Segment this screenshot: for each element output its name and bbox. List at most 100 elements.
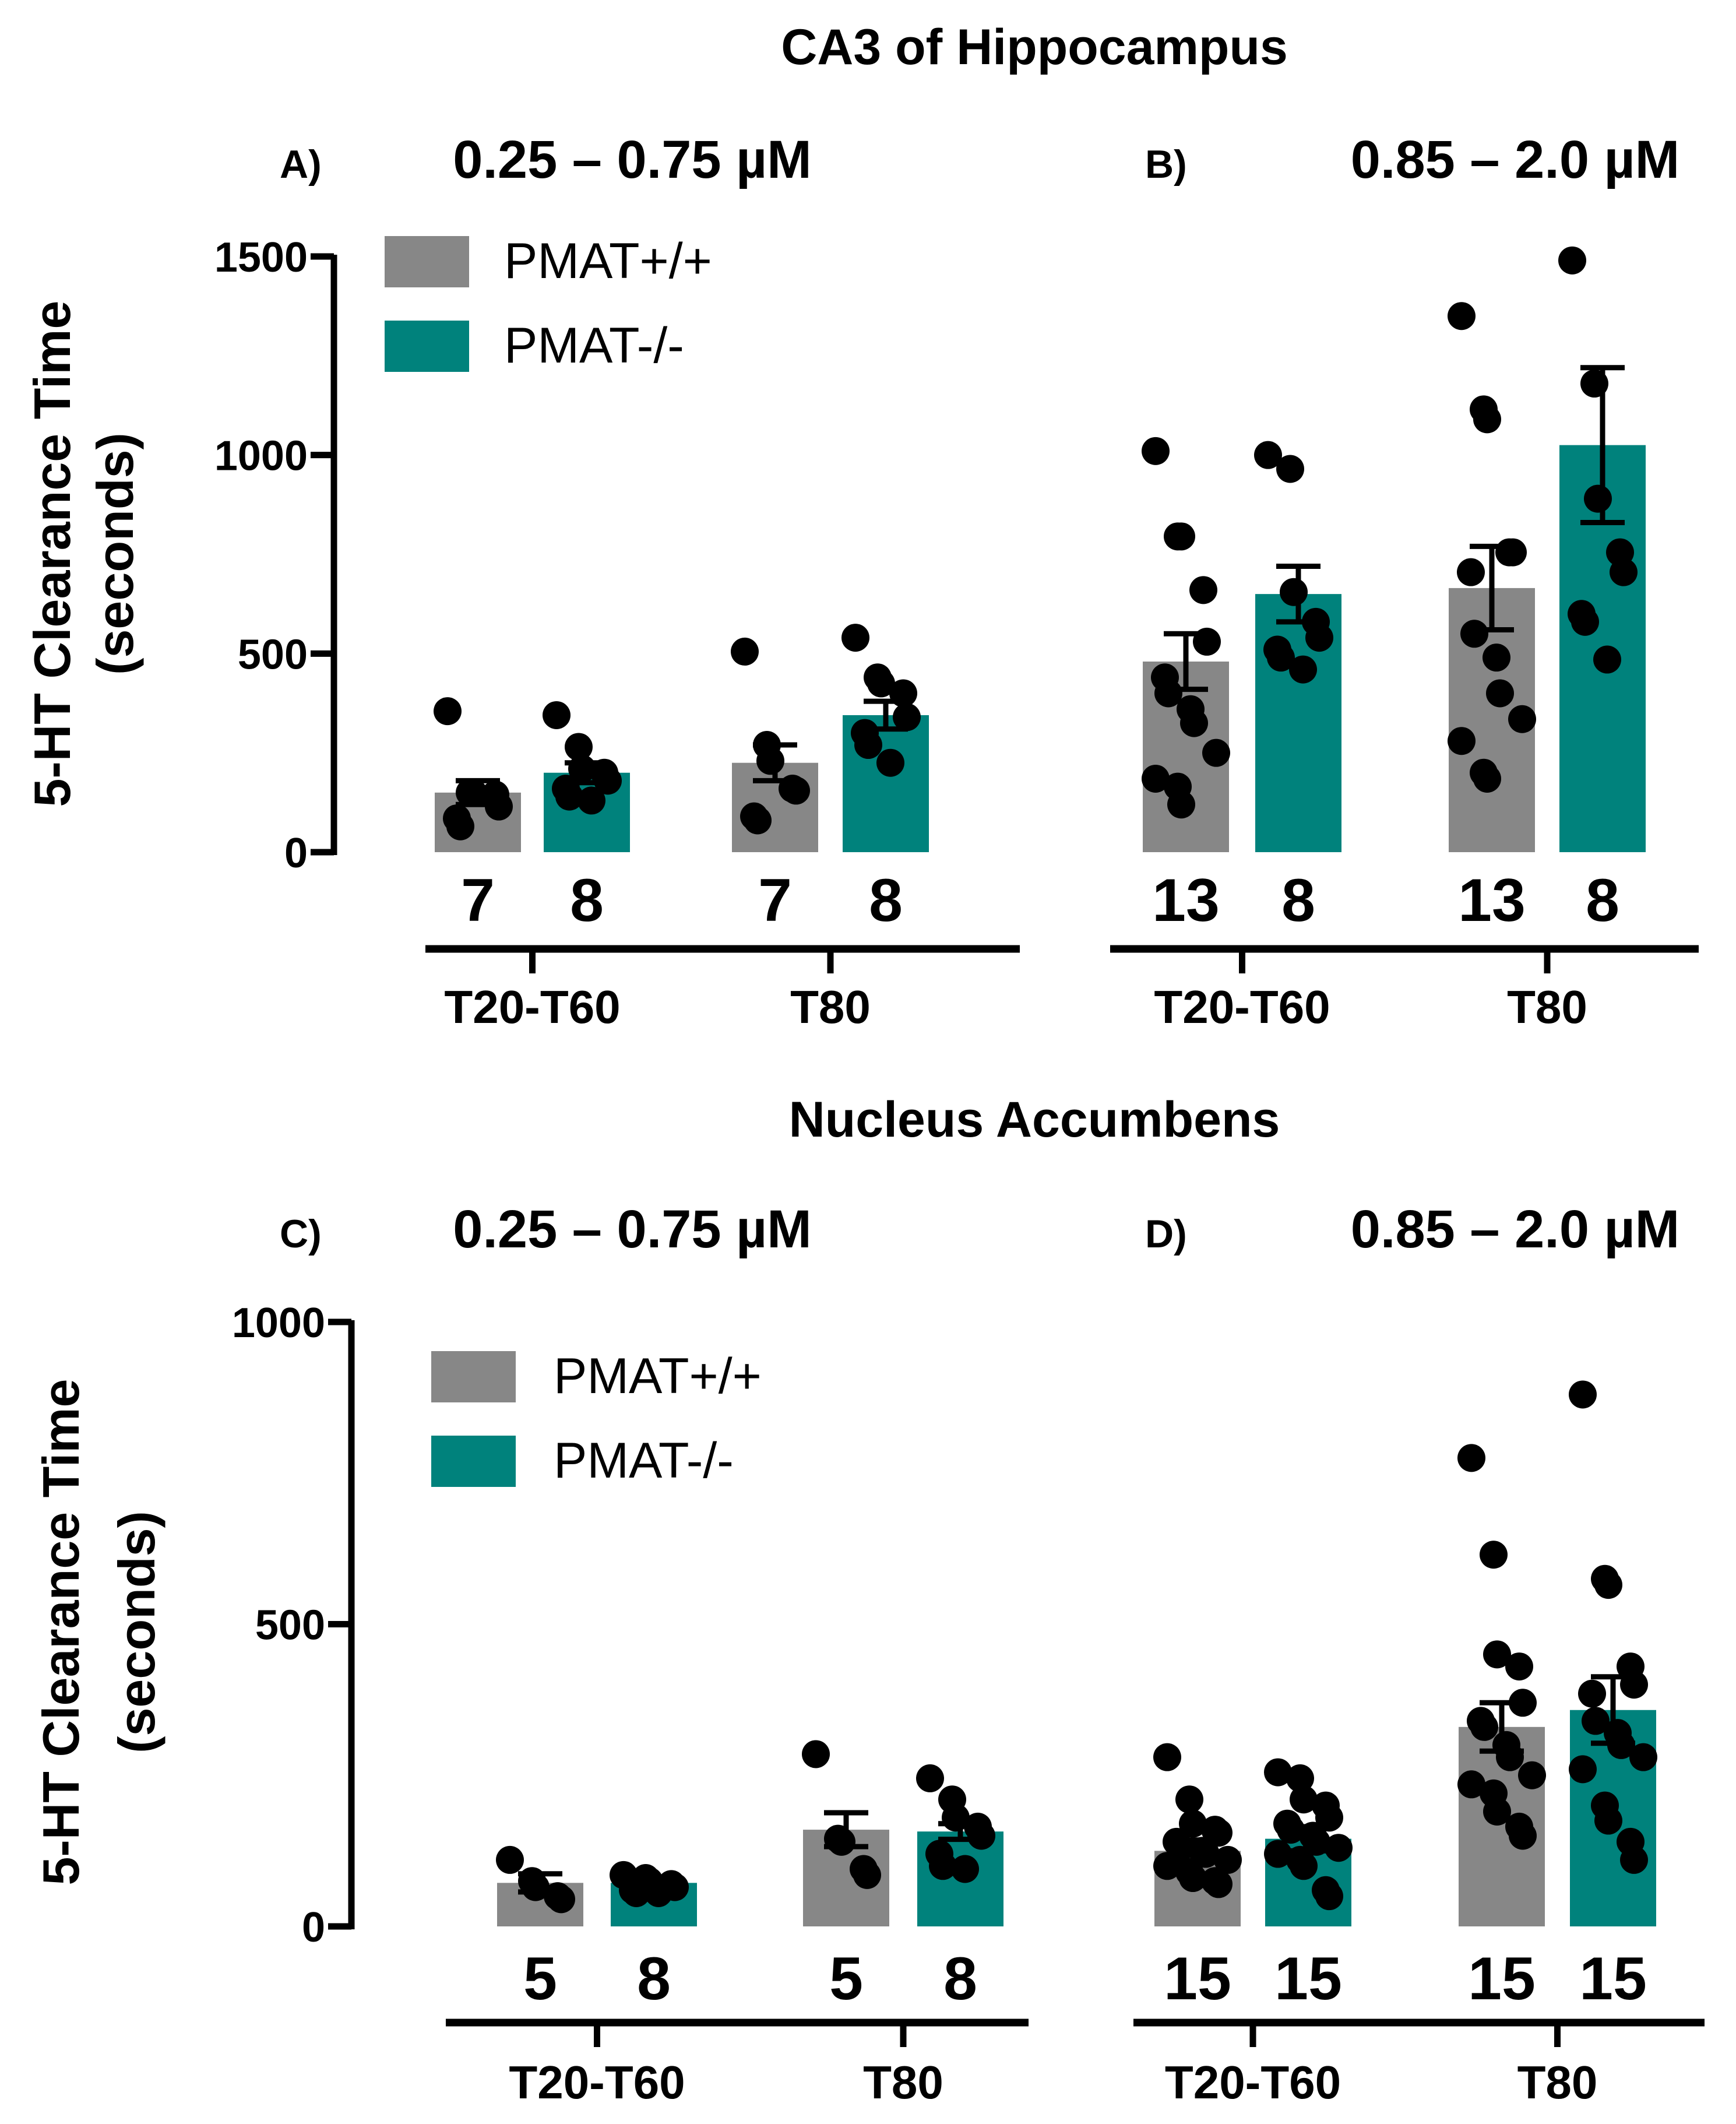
sample-size-label: 5	[829, 1945, 863, 2013]
legend-swatch-wt	[431, 1351, 516, 1402]
sample-size-label: 7	[461, 867, 495, 934]
data-point	[1483, 1640, 1511, 1669]
data-point	[565, 733, 593, 761]
panel-a: A) 0.25 – 0.75 µM 0 500 1000 1500 5-HT Clearan…	[23, 130, 1020, 1033]
data-point	[1558, 246, 1586, 275]
data-point	[1610, 558, 1638, 586]
data-point	[1325, 1834, 1353, 1862]
data-point	[1483, 643, 1510, 672]
group-label: T20-T60	[509, 2056, 685, 2108]
data-point	[1457, 1770, 1485, 1799]
group-label: T80	[790, 981, 871, 1033]
data-point	[1142, 437, 1170, 465]
data-point	[1518, 1761, 1546, 1789]
y-axis-label: 5-HT Clearance Time	[23, 301, 81, 807]
legend-label-wt: PMAT+/+	[554, 1348, 762, 1404]
panel-letter: C)	[280, 1212, 322, 1256]
data-point	[1289, 655, 1317, 684]
data-point	[756, 747, 784, 775]
group-label: T80	[1517, 2056, 1598, 2108]
data-point	[1154, 679, 1182, 708]
data-point	[1305, 624, 1333, 652]
legend-label-ko: PMAT-/-	[554, 1433, 734, 1489]
legend-swatch-ko	[385, 321, 469, 372]
group-label: T20-T60	[444, 981, 620, 1033]
sample-size-label: 5	[523, 1945, 557, 2013]
data-point	[744, 806, 772, 835]
data-point	[1175, 1785, 1203, 1814]
data-point	[1473, 764, 1501, 793]
data-point	[1202, 739, 1230, 767]
data-point	[1457, 558, 1485, 586]
y-tick-label: 0	[302, 1904, 325, 1951]
data-point	[1594, 1806, 1622, 1835]
data-point	[731, 637, 759, 666]
data-point	[555, 782, 583, 811]
data-point	[434, 697, 462, 726]
section-title-nac: Nucleus Accumbens	[789, 1092, 1280, 1148]
data-point	[1276, 455, 1304, 483]
sample-size-label: 15	[1274, 1945, 1342, 2013]
sample-size-label: 8	[570, 867, 604, 934]
data-point	[1486, 679, 1514, 708]
data-point	[1214, 1845, 1242, 1874]
sample-size-label: 8	[1281, 867, 1315, 934]
panel-c: C) 0.25 – 0.75 µM 0 500 1000 5-HT Clearance T…	[32, 1200, 1029, 2108]
data-point	[802, 1740, 830, 1768]
data-point	[1189, 576, 1217, 604]
data-point	[951, 1855, 979, 1883]
data-point	[876, 748, 904, 777]
panel-b: B) 0.85 – 2.0 µM T20-T60 13 8 T80 13 8	[1110, 130, 1699, 1033]
data-point	[1205, 1870, 1233, 1898]
legend-bottom: PMAT+/+ PMAT-/-	[431, 1348, 762, 1489]
legend-swatch-wt	[385, 236, 469, 287]
section-title-ca3: CA3 of Hippocampus	[781, 19, 1288, 75]
data-point	[827, 1827, 855, 1856]
y-tick-label: 1000	[214, 433, 308, 480]
data-point	[1167, 522, 1195, 551]
panel-letter: B)	[1145, 142, 1187, 187]
y-tick-label: 500	[255, 1602, 325, 1649]
sample-size-label: 7	[758, 867, 792, 934]
sample-size-label: 15	[1468, 1945, 1536, 2013]
data-point	[1179, 1864, 1207, 1893]
data-point	[782, 776, 810, 805]
data-point	[1593, 645, 1621, 674]
sample-size-label: 8	[869, 867, 903, 934]
group-label: T80	[1507, 981, 1587, 1033]
data-point	[867, 669, 895, 698]
data-point	[1290, 1785, 1318, 1814]
concentration-label: 0.25 – 0.75 µM	[453, 1200, 812, 1259]
sample-size-label: 8	[1586, 867, 1619, 934]
data-point	[1594, 1571, 1622, 1599]
data-point	[1277, 1816, 1305, 1844]
data-point	[1264, 1758, 1292, 1787]
data-point	[543, 701, 571, 729]
concentration-label: 0.85 – 2.0 µM	[1351, 130, 1679, 189]
data-point	[1180, 709, 1208, 737]
data-point	[1571, 607, 1599, 636]
data-point	[1499, 538, 1527, 567]
data-point	[1508, 705, 1536, 733]
data-point	[1505, 1652, 1533, 1681]
sample-size-label: 8	[637, 1945, 671, 2013]
group-label: T80	[863, 2056, 943, 2108]
legend-label-wt: PMAT+/+	[504, 233, 712, 289]
y-tick-label: 500	[238, 631, 308, 678]
data-point	[853, 1861, 881, 1889]
group-label: T20-T60	[1165, 2056, 1341, 2108]
data-point	[967, 1821, 995, 1850]
data-point	[1582, 1707, 1610, 1735]
data-point	[1153, 1852, 1181, 1880]
data-point	[1448, 727, 1476, 755]
data-point	[1569, 1380, 1597, 1409]
concentration-label: 0.85 – 2.0 µM	[1351, 1200, 1679, 1259]
panel-letter: A)	[280, 142, 322, 187]
data-point	[854, 731, 882, 759]
legend-label-ko: PMAT-/-	[504, 318, 684, 374]
data-point	[446, 812, 474, 841]
data-point	[1448, 302, 1476, 330]
data-point	[1457, 1444, 1485, 1472]
data-point	[1167, 790, 1195, 819]
